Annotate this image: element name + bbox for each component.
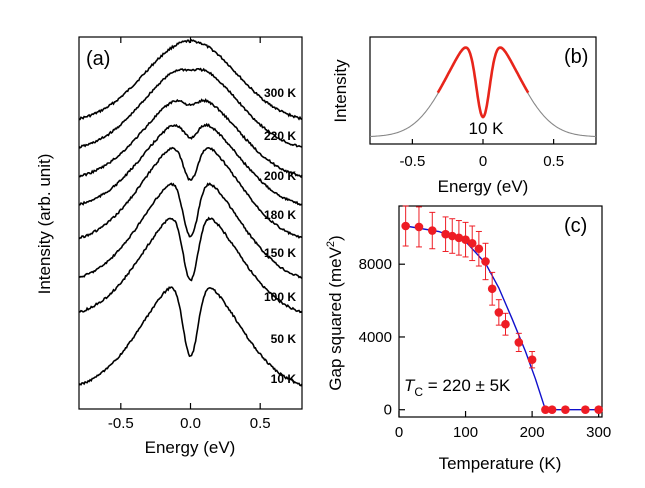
spectrum-curve-220k — [78, 67, 303, 149]
panel-c-ylabel-suffix: ) — [326, 235, 345, 241]
panel-b: (b) -0.5 0 0.5 10 K Energy (eV) Intensity — [331, 36, 597, 196]
spectrum-curve-50k — [78, 216, 303, 314]
panel-b-fit-curve — [436, 46, 530, 119]
data-point — [401, 221, 410, 231]
data-point — [547, 405, 557, 415]
data-point — [514, 338, 524, 347]
spectrum-curve-200k — [78, 97, 303, 179]
panel-b-xticks: -0.5 0 0.5 — [399, 139, 564, 170]
panel-b-xtick-label: 0 — [479, 153, 487, 170]
panel-a-label: (a) — [86, 48, 110, 70]
panel-a-xticks: -0.5 0.0 0.5 — [108, 37, 271, 432]
data-point — [594, 405, 603, 415]
panel-c-ticks: 0 100 200 300 0 4000 8000 — [359, 256, 612, 441]
data-point — [467, 238, 477, 248]
panel-a-xtick-label: 0.5 — [250, 415, 271, 432]
panel-c-ylabel-sup: 2 — [325, 241, 337, 247]
data-point — [581, 405, 590, 415]
panel-c-xtick-label: 100 — [453, 424, 478, 441]
temperature-label-200k: 200 K — [264, 169, 296, 183]
panel-a-xtick-label: 0.0 — [180, 415, 201, 432]
data-point — [501, 319, 510, 329]
tc-value: = 220 ± 5K — [423, 376, 511, 395]
panel-a-xtick-label: -0.5 — [108, 415, 134, 432]
temperature-label-300k: 300 K — [264, 86, 296, 100]
tc-subscript: C — [414, 385, 423, 399]
panel-c-frame — [398, 205, 603, 418]
panel-c-ylabel-prefix: Gap squared (meV — [326, 246, 345, 390]
panel-b-curves — [369, 46, 597, 138]
data-point — [461, 235, 470, 244]
panel-c: (c) 0 100 200 300 0 4000 8000 TC = 220 ± 5K Te… — [325, 205, 612, 473]
panel-a-ylabel: Intensity (arb. unit) — [35, 154, 54, 295]
temperature-label-10k: 10 K — [271, 372, 297, 386]
tc-annotation: TC = 220 ± 5K — [404, 376, 511, 399]
panel-a-xlabel: Energy (eV) — [145, 438, 236, 457]
panel-c-ylabel: Gap squared (meV2) — [325, 235, 345, 390]
panel-b-annotation: 10 K — [469, 119, 505, 138]
panel-c-points — [401, 205, 603, 415]
temperature-label-220k: 220 K — [264, 129, 296, 143]
temperature-label-180k: 180 K — [264, 208, 296, 222]
temperature-label-150k: 150 K — [264, 246, 296, 260]
data-point — [494, 308, 504, 317]
spectrum-curve-150k — [78, 146, 303, 240]
data-point — [441, 229, 450, 239]
panel-b-xtick-label: 0.5 — [543, 153, 564, 170]
data-point — [561, 405, 570, 415]
panel-b-ylabel: Intensity — [331, 59, 350, 123]
panel-b-label: (b) — [564, 46, 588, 68]
spectrum-curve-100k — [78, 182, 303, 279]
data-point — [481, 257, 490, 266]
panel-c-xtick-label: 200 — [520, 424, 545, 441]
tc-symbol: T — [404, 376, 416, 395]
spectrum-curve-300k — [78, 39, 303, 121]
data-point — [447, 231, 457, 241]
data-point — [427, 226, 437, 235]
panel-c-xtick-label: 0 — [395, 424, 403, 441]
panel-c-ytick-label: 4000 — [359, 329, 392, 346]
panel-b-xlabel: Energy (eV) — [438, 177, 529, 196]
data-point — [487, 284, 497, 294]
panel-c-xtick-label: 300 — [586, 424, 611, 441]
spectrum-curve-10k — [78, 286, 303, 387]
temperature-label-50k: 50 K — [271, 332, 297, 346]
spectrum-curve-180k — [78, 122, 303, 206]
data-point — [474, 244, 484, 254]
data-point — [414, 222, 424, 232]
panel-c-label: (c) — [564, 215, 587, 237]
data-point — [541, 405, 550, 415]
panel-b-xtick-label: -0.5 — [399, 153, 425, 170]
data-point — [527, 355, 537, 365]
panel-c-ytick-label: 0 — [384, 402, 392, 419]
panel-c-ytick-label: 8000 — [359, 256, 392, 273]
data-point — [454, 233, 464, 243]
panel-c-xlabel: Temperature (K) — [439, 454, 562, 473]
